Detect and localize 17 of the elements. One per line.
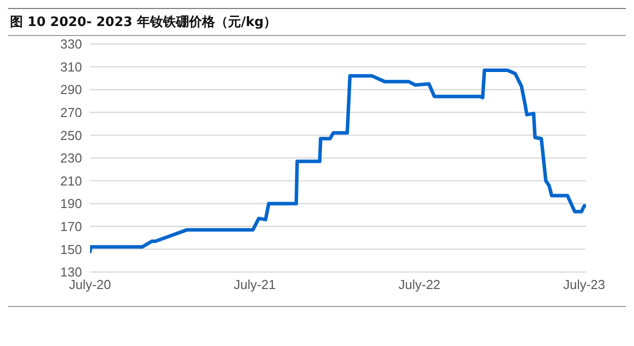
y-tick-label: 290 [60,82,82,98]
x-tick-label: July-22 [398,277,440,292]
y-tick-label: 250 [60,128,82,143]
y-tick-label: 310 [60,59,82,74]
x-tick-label: July-21 [234,277,276,292]
chart-title: 图 10 2020- 2023 年钕铁硼价格（元/kg） [8,8,626,36]
x-tick-label: July-23 [563,277,606,292]
y-tick-label: 130 [60,264,82,280]
y-tick-label: 190 [60,196,82,212]
y-tick-label: 270 [60,105,82,120]
y-tick-label: 230 [60,150,82,166]
y-tick-label: 330 [60,36,82,52]
y-tick-label: 170 [60,219,82,234]
y-tick-label: 210 [60,173,82,188]
line-series [90,68,586,254]
x-tick-label: July-20 [69,277,111,292]
y-tick-label: 150 [60,242,82,257]
